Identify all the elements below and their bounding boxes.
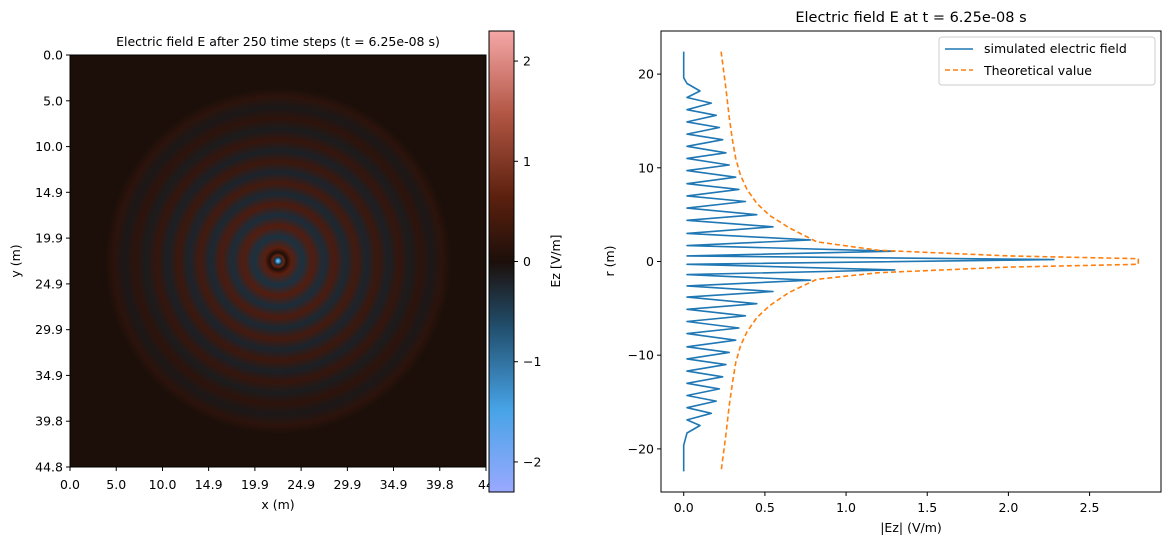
heatmap-y-tick-label: 5.0 <box>43 93 63 108</box>
heatmap-x-tick-label: 0.0 <box>60 477 80 492</box>
legend-label-theoretical: Theoretical value <box>983 63 1092 78</box>
heatmap-y-tick-label: 24.9 <box>35 276 63 291</box>
heatmap-field <box>70 55 486 467</box>
heatmap-y-tick-label: 0.0 <box>43 48 63 63</box>
colorbar: 2 1 0 −1 −2 Ez [V/m] <box>488 30 563 493</box>
colorbar-tick-label: −1 <box>523 354 541 369</box>
heatmap-y-tick-label: 39.8 <box>35 414 63 429</box>
heatmap-x-tick-label: 5.0 <box>106 477 126 492</box>
line-y-tick-label: 10 <box>638 160 654 175</box>
heatmap-y-tick-label: 44.8 <box>35 460 63 475</box>
heatmap-y-ticks: 0.0 5.0 10.0 14.9 19.9 24.9 29.9 34.9 39.8 44.8 <box>35 48 70 475</box>
line-y-tick-label: −20 <box>628 441 654 456</box>
colorbar-tick-label: 2 <box>523 54 531 69</box>
heatmap-y-tick-label: 10.0 <box>35 139 63 154</box>
heatmap-y-tick-label: 29.9 <box>35 322 63 337</box>
legend: simulated electric field Theoretical val… <box>938 36 1156 86</box>
heatmap-x-tick-label: 14.9 <box>195 477 223 492</box>
line-x-tick-label: 2.5 <box>1080 500 1100 515</box>
line-title: Electric field E at t = 6.25e-08 s <box>795 10 1026 26</box>
heatmap-x-tick-label: 34.9 <box>380 477 408 492</box>
line-y-tick-label: 0 <box>646 254 654 269</box>
line-x-tick-label: 1.0 <box>836 500 856 515</box>
heatmap-x-tick-label: 39.8 <box>426 477 454 492</box>
line-y-tick-label: 20 <box>638 67 654 82</box>
line-x-tick-label: 2.0 <box>998 500 1018 515</box>
colorbar-tick-label: −2 <box>523 454 541 469</box>
line-y-ticks: 20 10 0 −10 −20 <box>628 67 661 456</box>
heatmap-y-tick-label: 14.9 <box>35 185 63 200</box>
line-x-ticks: 0.0 0.5 1.0 1.5 2.0 2.5 <box>674 492 1100 515</box>
colorbar-tick-label: 1 <box>523 154 531 169</box>
line-panel: Electric field E at t = 6.25e-08 s 0.0 0.… <box>602 10 1162 535</box>
heatmap-y-label: y (m) <box>8 244 23 277</box>
heatmap-title: Electric field E after 250 time steps (t… <box>116 34 440 49</box>
heatmap-x-tick-label: 10.0 <box>149 477 177 492</box>
legend-label-simulated: simulated electric field <box>984 41 1127 56</box>
colorbar-fill <box>489 31 514 492</box>
series-simulated-line <box>682 51 1055 472</box>
series-theoretical-line <box>720 51 1140 472</box>
heatmap-x-label: x (m) <box>261 497 294 512</box>
heatmap-x-tick-label: 19.9 <box>241 477 269 492</box>
line-x-tick-label: 0.5 <box>755 500 775 515</box>
heatmap-x-ticks: 0.0 5.0 10.0 14.9 19.9 24.9 29.9 34.9 39.8 44 <box>60 467 494 492</box>
colorbar-tick-label: 0 <box>523 254 531 269</box>
line-y-label: r (m) <box>602 245 617 276</box>
colorbar-label: Ez [V/m] <box>548 234 563 287</box>
line-x-label: |Ez| (V/m) <box>880 520 942 535</box>
heatmap-x-tick-label: 24.9 <box>287 477 315 492</box>
line-x-tick-label: 0.0 <box>674 500 694 515</box>
colorbar-ticks: 2 1 0 −1 −2 <box>514 54 541 469</box>
heatmap-panel: Electric field E after 250 time steps (t… <box>8 34 494 512</box>
heatmap-y-tick-label: 34.9 <box>35 368 63 383</box>
heatmap-frame <box>69 54 487 468</box>
legend-box <box>938 36 1156 86</box>
line-series-group <box>682 51 1140 472</box>
line-y-tick-label: −10 <box>628 348 654 363</box>
line-x-tick-label: 1.5 <box>917 500 937 515</box>
heatmap-x-tick-label: 29.9 <box>333 477 361 492</box>
heatmap-y-tick-label: 19.9 <box>35 231 63 246</box>
